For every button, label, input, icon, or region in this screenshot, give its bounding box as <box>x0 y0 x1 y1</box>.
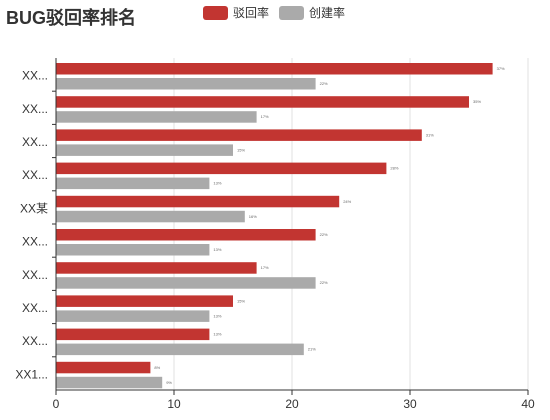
bar-reject-1 <box>56 96 469 108</box>
bar-create-2 <box>56 144 233 156</box>
bar-create-1 <box>56 111 257 123</box>
data-label-reject-6: 17% <box>261 265 269 270</box>
data-label-create-2: 15% <box>237 147 245 152</box>
y-tick-label-0: XX... <box>22 69 48 83</box>
bar-reject-3 <box>56 162 387 175</box>
bar-reject-2 <box>56 129 422 141</box>
bar-reject-8 <box>56 328 210 341</box>
data-label-reject-8: 13% <box>213 332 221 337</box>
y-tick-label-7: XX... <box>22 301 48 315</box>
data-label-create-5: 13% <box>213 247 221 252</box>
legend-swatch-create <box>279 5 305 20</box>
x-tick-label-4: 40 <box>521 397 535 411</box>
chart-title: BUG驳回率排名 <box>6 8 136 28</box>
bar-reject-0 <box>56 63 493 75</box>
bar-reject-6 <box>56 262 257 274</box>
data-label-create-3: 13% <box>213 181 221 186</box>
bar-reject-9 <box>56 361 151 374</box>
legend-swatch-reject <box>203 5 228 20</box>
bar-create-6 <box>56 277 316 289</box>
x-tick-label-3: 30 <box>403 397 417 411</box>
bar-reject-7 <box>56 295 233 307</box>
legend-label-create: 创建率 <box>309 6 346 20</box>
bar-create-9 <box>56 376 163 389</box>
data-label-reject-3: 28% <box>390 166 398 171</box>
data-label-create-4: 16% <box>249 214 257 219</box>
bar-create-0 <box>56 78 316 90</box>
chart-legend: 驳回率 创建率 <box>203 4 345 21</box>
bar-reject-5 <box>56 229 316 241</box>
bar-create-5 <box>56 244 210 256</box>
y-tick-label-2: XX... <box>22 135 48 149</box>
data-label-create-9: 9% <box>166 380 172 385</box>
legend-label-reject: 驳回率 <box>233 6 270 20</box>
data-label-reject-0: 37% <box>497 66 505 71</box>
y-tick-label-1: XX... <box>22 102 48 116</box>
data-label-reject-9: 8% <box>154 365 160 370</box>
y-tick-label-9: XX1... <box>15 367 48 381</box>
data-label-create-1: 17% <box>261 114 269 119</box>
y-tick-label-5: XX... <box>22 235 48 249</box>
data-label-create-6: 22% <box>320 280 328 285</box>
data-label-reject-7: 15% <box>237 298 245 303</box>
x-tick-label-1: 10 <box>167 397 181 411</box>
bar-reject-4 <box>56 195 340 208</box>
data-label-reject-1: 35% <box>473 99 481 104</box>
y-tick-label-8: XX... <box>22 334 48 348</box>
bar-create-4 <box>56 210 245 223</box>
legend-item-create[interactable]: 创建率 <box>279 4 345 21</box>
data-label-create-8: 21% <box>308 347 316 352</box>
data-label-create-7: 13% <box>213 313 221 318</box>
legend-item-reject[interactable]: 驳回率 <box>203 4 269 21</box>
data-label-reject-5: 22% <box>320 232 328 237</box>
bar-create-3 <box>56 177 210 190</box>
y-tick-label-3: XX... <box>22 168 48 182</box>
data-label-create-0: 22% <box>320 81 328 86</box>
x-tick-label-0: 0 <box>53 397 60 411</box>
data-label-reject-4: 24% <box>343 199 351 204</box>
y-tick-label-6: XX... <box>22 268 48 282</box>
bar-create-8 <box>56 343 304 356</box>
y-tick-label-4: XX某 <box>20 201 48 215</box>
x-tick-label-2: 20 <box>285 397 299 411</box>
bar-create-7 <box>56 310 210 322</box>
data-label-reject-2: 31% <box>426 132 434 137</box>
